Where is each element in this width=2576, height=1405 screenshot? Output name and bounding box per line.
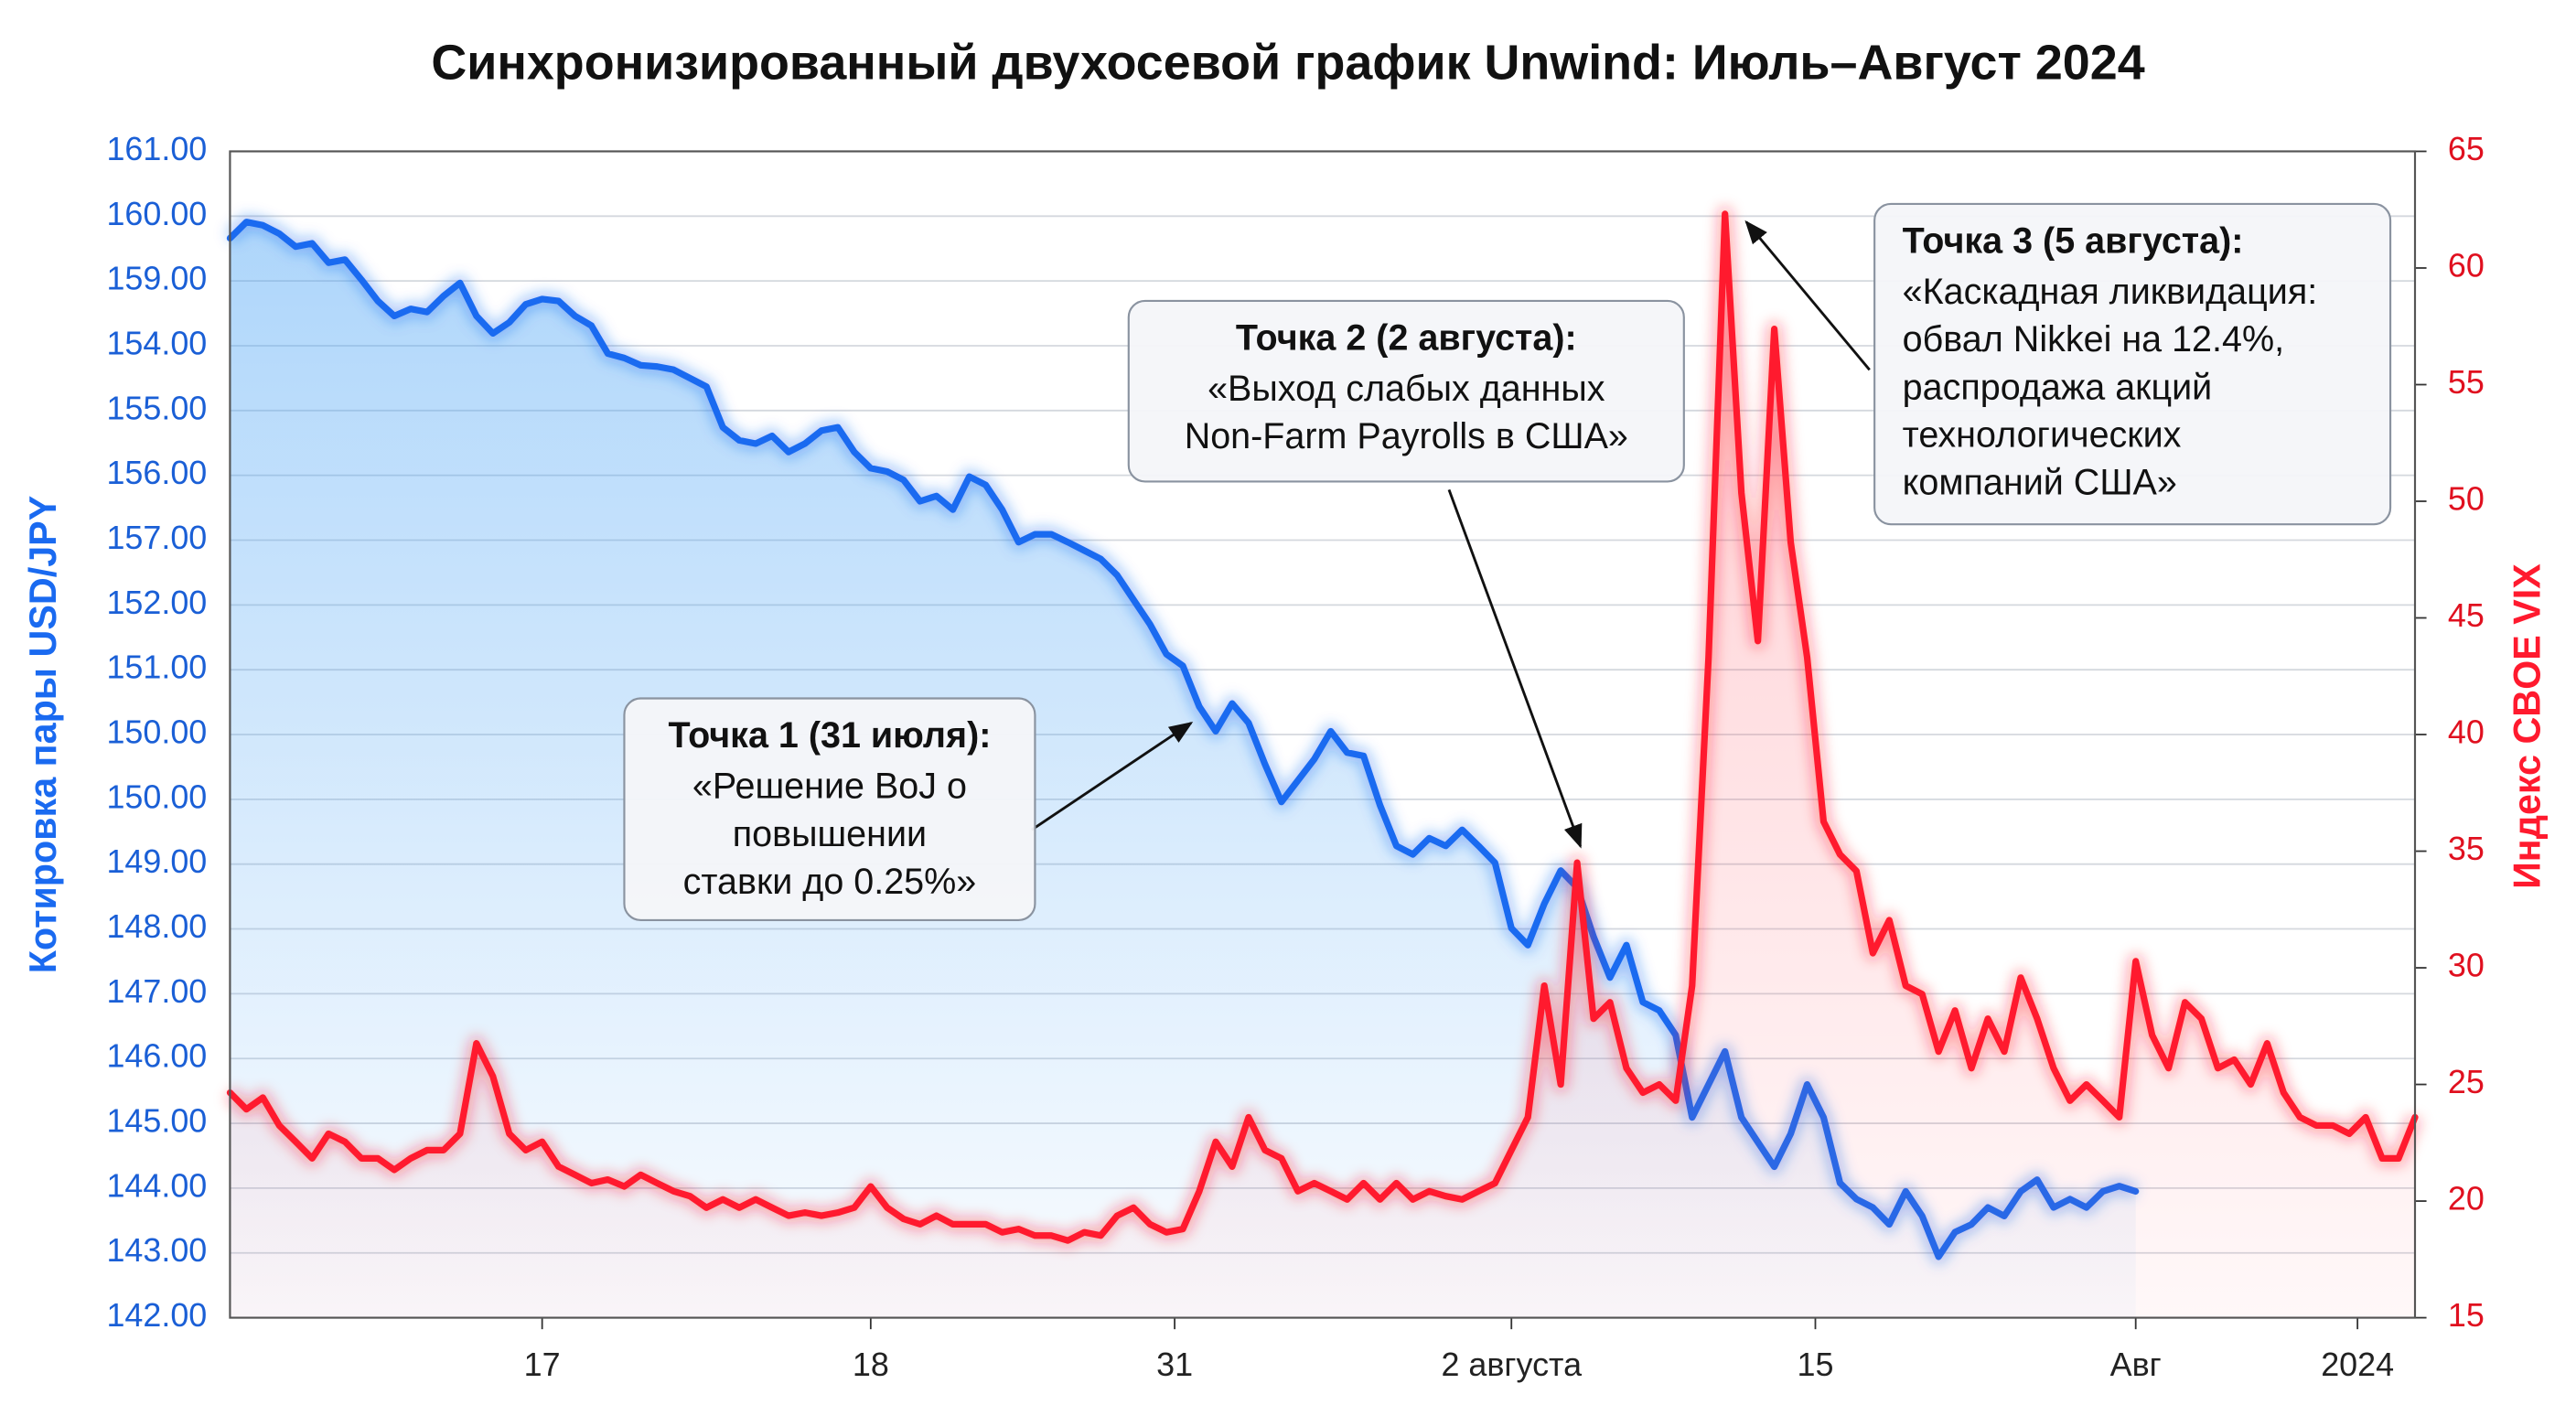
annotation-text: ставки до 0.25%» [683, 862, 977, 902]
series-area [230, 221, 2136, 1318]
annotation-text: «Решение BoJ о [692, 767, 967, 807]
y-tick-label: 145.00 [106, 1102, 207, 1140]
y-tick-label: 148.00 [106, 907, 207, 945]
y-tick-label: 146.00 [106, 1037, 207, 1075]
y2-tick-label: 45 [2448, 596, 2485, 634]
y-tick-label: 155.00 [106, 389, 207, 426]
y-tick-label: 142.00 [106, 1296, 207, 1334]
y2-tick-label: 55 [2448, 363, 2485, 401]
annotation-arrow [1447, 488, 1583, 849]
annotation-title: Точка 2 (2 августа): [1236, 317, 1577, 358]
y2-tick-label: 40 [2448, 713, 2485, 751]
annotation-title: Точка 1 (31 июля): [668, 715, 991, 756]
y-tick-label: 152.00 [106, 584, 207, 621]
x-tick-label: 31 [1156, 1346, 1193, 1383]
plot-frame [229, 150, 2417, 1319]
y-tick-label: 149.00 [106, 842, 207, 880]
y2-tick-label: 65 [2448, 130, 2485, 167]
x-tick-label: 15 [1798, 1346, 1834, 1383]
annotation-text: Non-Farm Payrolls в США» [1185, 416, 1628, 456]
y-tick-label: 157.00 [106, 519, 207, 556]
y-tick-label: 144.00 [106, 1166, 207, 1204]
series-area [230, 213, 2416, 1318]
annotation-text: технологических [1903, 414, 2182, 455]
series-line [226, 210, 2419, 1244]
x-tick-label: 2 августа [1441, 1346, 1582, 1383]
annotation-text: повышении [733, 814, 927, 854]
annotation-text: «Каскадная ликвидация: [1903, 272, 2318, 312]
y2-tick-label: 35 [2448, 830, 2485, 867]
annotation-text: распродажа акций [1903, 367, 2213, 407]
x-tick-label: 17 [524, 1346, 561, 1383]
y2-axis-label: Индекс CBOE VIX [2506, 563, 2549, 889]
y-tick-label: 154.00 [106, 324, 207, 361]
y-tick-label: 147.00 [106, 972, 207, 1010]
y2-tick-label: 30 [2448, 947, 2485, 984]
y2-tick-label: 50 [2448, 479, 2485, 517]
annotation-text: обвал Nikkei на 12.4%, [1903, 319, 2284, 359]
annotation-text: компаний США» [1903, 462, 2177, 502]
y-tick-label: 143.00 [106, 1231, 207, 1269]
x-tick-label: 2024 [2321, 1346, 2394, 1383]
y2-tick-label: 25 [2448, 1063, 2485, 1100]
y-tick-label: 160.00 [106, 195, 207, 232]
y-tick-label: 161.00 [106, 130, 207, 167]
y-tick-label: 159.00 [106, 260, 207, 297]
y-axis-label: Котировка пары USD/JPY [22, 496, 64, 974]
annotation-box [1127, 299, 1685, 483]
y-tick-label: 151.00 [106, 649, 207, 686]
annotation-box [623, 697, 1036, 922]
annotation-arrow [1744, 220, 1871, 371]
annotation-arrow [1031, 722, 1194, 831]
annotation-text: «Выход слабых данных [1208, 369, 1605, 409]
annotation-box [1873, 202, 2392, 526]
y2-tick-label: 60 [2448, 246, 2485, 284]
y2-tick-label: 15 [2448, 1296, 2485, 1334]
y-tick-label: 150.00 [106, 778, 207, 815]
chart-title: Синхронизированный двухосевой график Unw… [431, 35, 2144, 90]
y2-tick-label: 20 [2448, 1180, 2485, 1217]
x-tick-label: 18 [853, 1346, 889, 1383]
y-tick-label: 150.00 [106, 713, 207, 751]
annotation-title: Точка 3 (5 августа): [1903, 220, 2244, 261]
y-tick-label: 156.00 [106, 454, 207, 491]
x-tick-label: Авг [2110, 1346, 2162, 1383]
